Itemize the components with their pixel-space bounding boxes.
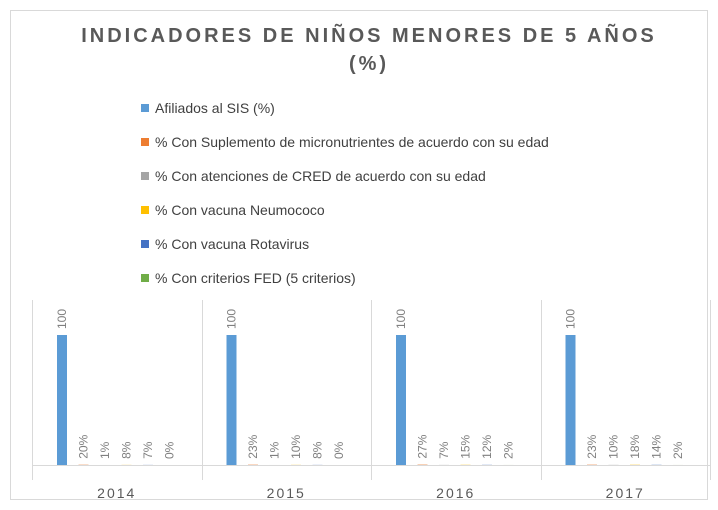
- data-label: 27%: [416, 434, 430, 458]
- legend-label: % Con Suplemento de micronutrientes de a…: [155, 134, 549, 150]
- x-tick-label: 2017: [606, 485, 645, 501]
- data-label: 8%: [311, 441, 325, 459]
- legend-label: % Con atenciones de CRED de acuerdo con …: [155, 168, 486, 184]
- x-tick-label: 2014: [97, 485, 136, 501]
- legend-swatch: [141, 138, 149, 146]
- data-label: 10%: [607, 435, 621, 459]
- chart-subtitle: (%): [349, 53, 389, 75]
- legend-swatch: [141, 206, 149, 214]
- bar: [396, 335, 406, 465]
- data-label: 100: [564, 309, 578, 329]
- data-label: 7%: [437, 441, 451, 459]
- legend-label: % Con vacuna Neumococo: [155, 202, 325, 218]
- data-label: 0%: [163, 441, 177, 459]
- bar: [57, 335, 67, 465]
- bar: [565, 335, 576, 465]
- data-label: 100: [225, 309, 239, 329]
- data-label: 1%: [98, 441, 112, 459]
- data-label: 0%: [332, 441, 346, 459]
- data-label: 20%: [77, 434, 91, 458]
- chart-border: [10, 10, 708, 500]
- data-label: 2%: [502, 441, 516, 459]
- legend-label: Afiliados al SIS (%): [155, 100, 275, 116]
- data-label: 23%: [585, 434, 599, 458]
- data-label: 18%: [628, 434, 642, 458]
- legend-swatch: [141, 274, 149, 282]
- bar: [226, 335, 237, 465]
- legend-swatch: [141, 172, 149, 180]
- data-label: 23%: [246, 434, 260, 458]
- data-label: 2%: [671, 441, 685, 459]
- data-label: 100: [55, 309, 69, 329]
- x-tick-label: 2016: [436, 485, 475, 501]
- legend-label: % Con vacuna Rotavirus: [155, 236, 309, 252]
- data-label: 10%: [289, 435, 303, 459]
- data-label: 100: [394, 309, 408, 329]
- data-label: 14%: [650, 434, 664, 458]
- legend-label: % Con criterios FED (5 criterios): [155, 270, 356, 286]
- x-tick-label: 2015: [267, 485, 306, 501]
- data-label: 8%: [120, 441, 134, 459]
- data-label: 15%: [459, 434, 473, 458]
- data-label: 12%: [480, 434, 494, 458]
- chart-title: INDICADORES DE NIÑOS MENORES DE 5 AÑOS: [81, 24, 657, 47]
- legend-swatch: [141, 104, 149, 112]
- data-label: 7%: [141, 441, 155, 459]
- legend-swatch: [141, 240, 149, 248]
- data-label: 1%: [268, 441, 282, 459]
